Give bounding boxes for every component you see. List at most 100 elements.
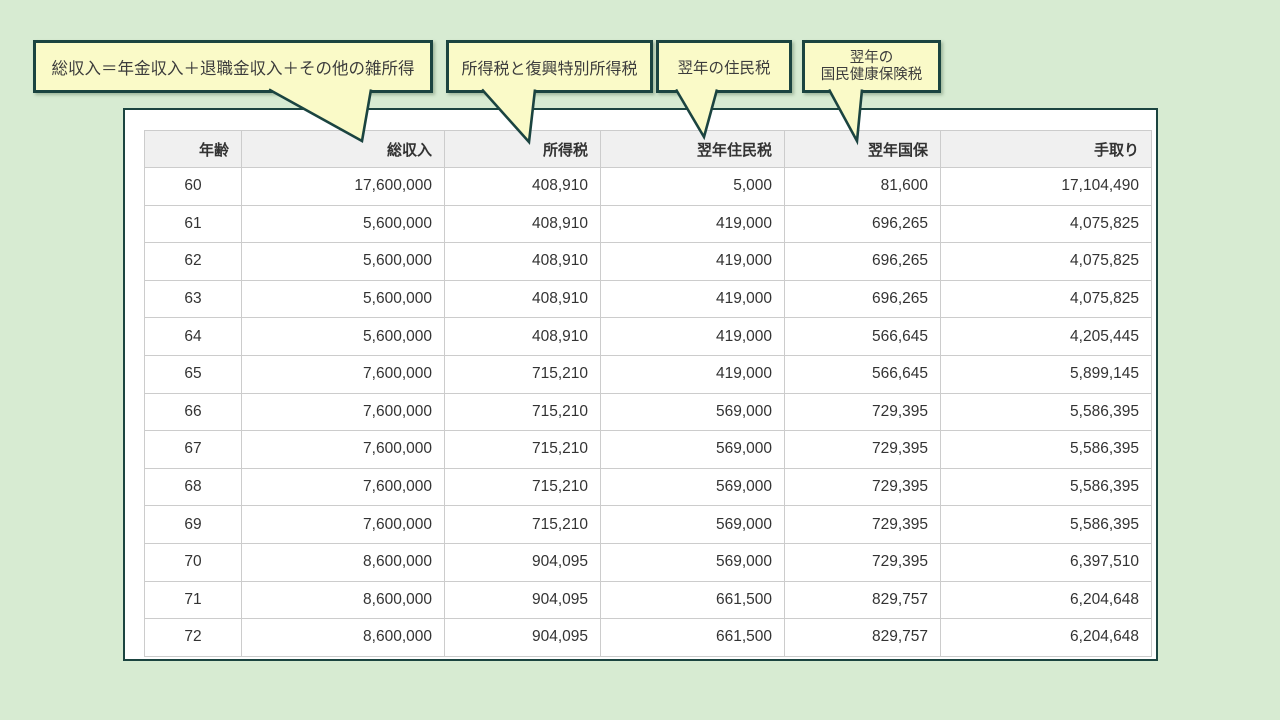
table-row: 69 7,600,000 715,210 569,000 729,395 5,586,39… <box>144 505 1152 544</box>
table-cell: 5,586,395 <box>940 392 1152 432</box>
table-cell: 829,757 <box>784 618 941 657</box>
table-cell: 408,910 <box>444 317 601 356</box>
column-header-4: 翌年国保 <box>784 130 941 168</box>
table-cell: 69 <box>144 505 242 544</box>
table-cell: 569,000 <box>600 392 785 432</box>
table-cell: 729,395 <box>784 505 941 544</box>
table-cell: 7,600,000 <box>241 392 445 432</box>
table-cell: 715,210 <box>444 354 601 394</box>
table-cell: 569,000 <box>600 430 785 469</box>
callout-health-insurance-line2: 国民健康保険税 <box>820 66 923 83</box>
table-cell: 904,095 <box>444 618 601 657</box>
table-cell: 7,600,000 <box>241 467 445 507</box>
table-cell: 60 <box>144 167 242 206</box>
table-cell: 7,600,000 <box>241 430 445 469</box>
table-body: 60 17,600,000 408,910 5,000 81,600 17,104,490… <box>144 167 1152 657</box>
table-cell: 419,000 <box>600 354 785 394</box>
table-cell: 569,000 <box>600 467 785 507</box>
table-cell: 569,000 <box>600 542 785 582</box>
column-header-1: 総収入 <box>241 130 445 168</box>
table-cell: 715,210 <box>444 392 601 432</box>
callout-resident-tax-note: 翌年の住民税 <box>656 40 792 93</box>
callout-resident-tax-text: 翌年の住民税 <box>677 59 771 77</box>
tax-table: 年齢 総収入 所得税 翌年住民税 翌年国保 手取り 60 17,600,000 408,910… <box>144 130 1152 657</box>
table-cell: 566,645 <box>784 317 941 356</box>
table-cell: 661,500 <box>600 618 785 657</box>
callout-income-tax-text: 所得税と復興特別所得税 <box>461 60 638 78</box>
table-panel: 年齢 総収入 所得税 翌年住民税 翌年国保 手取り 60 17,600,000 408,910… <box>123 108 1158 661</box>
table-cell: 7,600,000 <box>241 505 445 544</box>
table-cell: 65 <box>144 354 242 394</box>
table-cell: 715,210 <box>444 430 601 469</box>
table-row: 67 7,600,000 715,210 569,000 729,395 5,586,39… <box>144 430 1152 469</box>
table-cell: 8,600,000 <box>241 618 445 657</box>
table-cell: 72 <box>144 618 242 657</box>
table-cell: 408,910 <box>444 167 601 206</box>
table-cell: 4,075,825 <box>940 242 1152 281</box>
table-cell: 71 <box>144 580 242 620</box>
table-cell: 6,204,648 <box>940 618 1152 657</box>
table-cell: 66 <box>144 392 242 432</box>
callout-health-insurance-note: 翌年の 国民健康保険税 <box>802 40 941 93</box>
table-row: 66 7,600,000 715,210 569,000 729,395 5,586,39… <box>144 392 1152 432</box>
table-cell: 64 <box>144 317 242 356</box>
table-cell: 419,000 <box>600 317 785 356</box>
table-row: 70 8,600,000 904,095 569,000 729,395 6,397,51… <box>144 542 1152 582</box>
column-header-5: 手取り <box>940 130 1152 168</box>
table-cell: 696,265 <box>784 279 941 319</box>
table-cell: 62 <box>144 242 242 281</box>
table-cell: 419,000 <box>600 242 785 281</box>
column-header-2: 所得税 <box>444 130 601 168</box>
callout-health-insurance-line1: 翌年の <box>849 49 894 66</box>
table-cell: 63 <box>144 279 242 319</box>
table-cell: 904,095 <box>444 580 601 620</box>
table-cell: 8,600,000 <box>241 542 445 582</box>
table-cell: 17,600,000 <box>241 167 445 206</box>
callout-total-income-text: 総収入＝年金収入＋退職金収入＋その他の雑所得 <box>51 59 415 78</box>
table-cell: 696,265 <box>784 242 941 281</box>
table-cell: 419,000 <box>600 279 785 319</box>
column-header-3: 翌年住民税 <box>600 130 785 168</box>
table-cell: 5,586,395 <box>940 467 1152 507</box>
tax-table-container: 年齢 総収入 所得税 翌年住民税 翌年国保 手取り 60 17,600,000 408,910… <box>144 130 1152 659</box>
table-cell: 729,395 <box>784 467 941 507</box>
table-cell: 715,210 <box>444 505 601 544</box>
table-cell: 5,899,145 <box>940 354 1152 394</box>
table-cell: 5,600,000 <box>241 317 445 356</box>
table-cell: 5,000 <box>600 167 785 206</box>
table-row: 64 5,600,000 408,910 419,000 566,645 4,205,44… <box>144 317 1152 356</box>
table-cell: 566,645 <box>784 354 941 394</box>
cutoff-row-border <box>144 658 1151 659</box>
table-cell: 661,500 <box>600 580 785 620</box>
table-row: 60 17,600,000 408,910 5,000 81,600 17,104,490 <box>144 167 1152 206</box>
table-row: 72 8,600,000 904,095 661,500 829,757 6,204,64… <box>144 618 1152 657</box>
table-cell: 408,910 <box>444 279 601 319</box>
table-cell: 729,395 <box>784 392 941 432</box>
table-cell: 569,000 <box>600 505 785 544</box>
table-cell: 5,600,000 <box>241 204 445 244</box>
table-cell: 7,600,000 <box>241 354 445 394</box>
table-row: 61 5,600,000 408,910 419,000 696,265 4,075,82… <box>144 204 1152 244</box>
table-cell: 829,757 <box>784 580 941 620</box>
table-cell: 6,397,510 <box>940 542 1152 582</box>
table-cell: 408,910 <box>444 204 601 244</box>
table-cell: 5,600,000 <box>241 242 445 281</box>
table-cell: 8,600,000 <box>241 580 445 620</box>
table-cell: 696,265 <box>784 204 941 244</box>
table-cell: 5,586,395 <box>940 430 1152 469</box>
table-cell: 6,204,648 <box>940 580 1152 620</box>
table-row: 71 8,600,000 904,095 661,500 829,757 6,204,64… <box>144 580 1152 620</box>
table-header-row: 年齢 総収入 所得税 翌年住民税 翌年国保 手取り <box>144 130 1152 168</box>
table-cell: 5,600,000 <box>241 279 445 319</box>
table-cell: 4,075,825 <box>940 204 1152 244</box>
table-cell: 904,095 <box>444 542 601 582</box>
table-cell: 61 <box>144 204 242 244</box>
callout-total-income-definition: 総収入＝年金収入＋退職金収入＋その他の雑所得 <box>33 40 433 93</box>
table-cell: 17,104,490 <box>940 167 1152 206</box>
table-cell: 70 <box>144 542 242 582</box>
table-cell: 729,395 <box>784 430 941 469</box>
callout-health-insurance-text: 翌年の 国民健康保険税 <box>821 50 923 84</box>
table-cell: 4,075,825 <box>940 279 1152 319</box>
table-cell: 5,586,395 <box>940 505 1152 544</box>
table-cell: 81,600 <box>784 167 941 206</box>
